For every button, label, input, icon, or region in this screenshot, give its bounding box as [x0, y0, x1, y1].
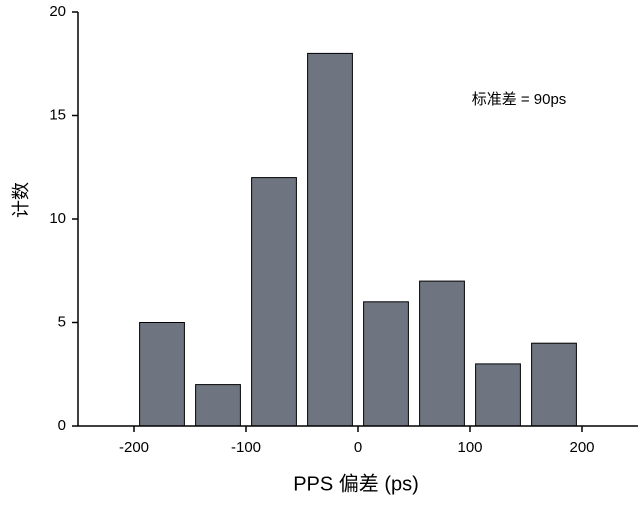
x-tick-label: -200 — [119, 439, 149, 456]
y-tick-label: 15 — [49, 106, 66, 123]
y-tick-label: 10 — [49, 210, 66, 227]
y-tick-label: 5 — [58, 313, 66, 330]
x-tick-label: 100 — [457, 439, 482, 456]
x-tick-label: -100 — [231, 439, 261, 456]
bar — [195, 384, 241, 427]
annotation: 标准差 = 90ps — [472, 91, 567, 108]
bar — [531, 342, 577, 427]
bar — [475, 363, 521, 427]
y-tick-label: 0 — [58, 417, 66, 434]
bar — [363, 301, 409, 427]
bar — [419, 280, 465, 427]
x-tick-label: 0 — [354, 439, 362, 456]
y-axis-label: 计数 — [11, 182, 31, 218]
x-axis-label: PPS 偏差 (ps) — [293, 472, 419, 495]
y-tick-label: 20 — [49, 3, 66, 20]
bar — [139, 322, 185, 427]
bar — [251, 177, 297, 427]
x-tick-label: 200 — [569, 439, 594, 456]
bar — [307, 52, 353, 427]
